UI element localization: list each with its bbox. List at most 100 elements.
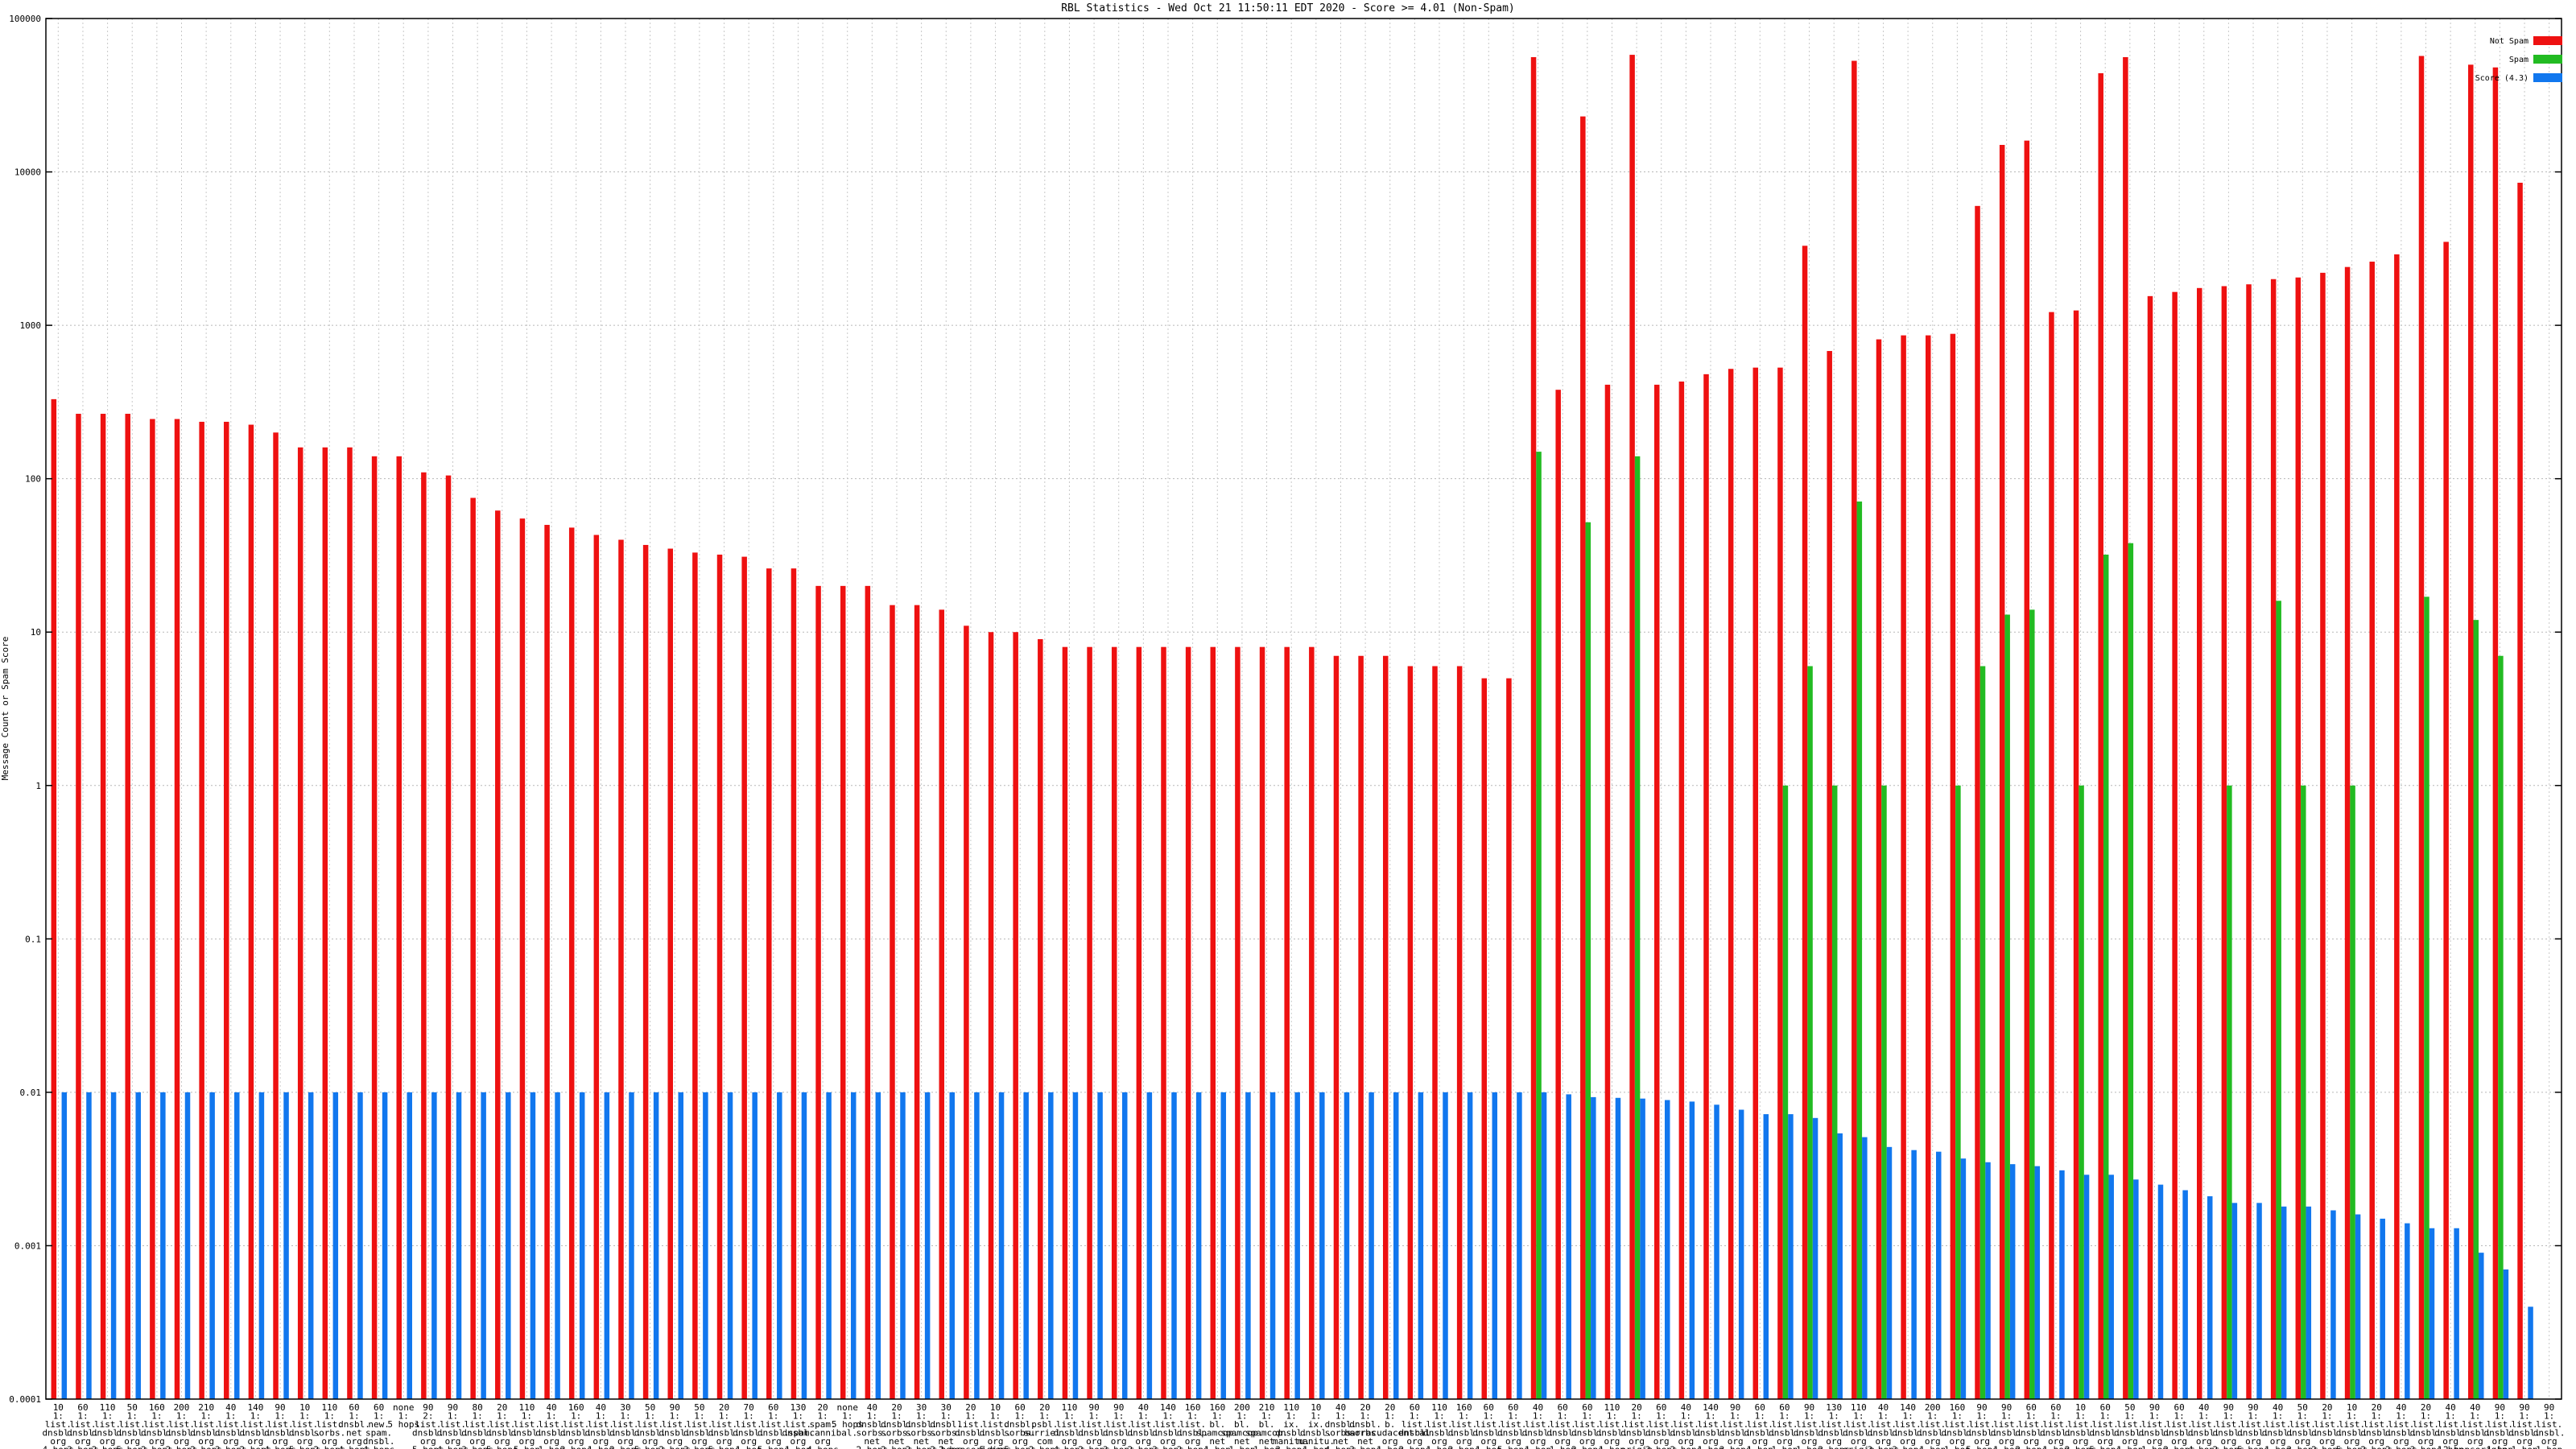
x-tick-label: 90 — [448, 1402, 458, 1413]
x-tick-label: 3 hops — [1275, 1445, 1307, 1449]
score-bar — [850, 1092, 857, 1399]
score-bar — [1640, 1098, 1645, 1399]
x-tick-label: org — [223, 1436, 239, 1447]
x-tick-label: manitu. — [1298, 1436, 1335, 1447]
score-bar — [1121, 1092, 1128, 1399]
x-tick-label: org — [2196, 1436, 2212, 1447]
x-tick-label: 3 hops — [1892, 1445, 1924, 1449]
x-tick-label: 1 hop — [736, 1445, 762, 1449]
notspam-bar — [1111, 646, 1117, 1399]
score-bar — [1294, 1092, 1300, 1399]
notspam-bar — [470, 497, 476, 1400]
x-tick-label: list. — [612, 1419, 638, 1430]
x-tick-label: org — [568, 1436, 584, 1447]
x-tick-label: 2 hops — [2385, 1445, 2417, 1449]
x-tick-label: 2 hopsorigin — [2443, 1445, 2507, 1449]
score-bar — [604, 1092, 610, 1399]
x-tick-label: org — [2516, 1436, 2533, 1447]
x-tick-label: 4 hops — [264, 1445, 296, 1449]
x-tick-label: 40 — [1681, 1402, 1691, 1413]
x-tick-label: 20 — [497, 1402, 507, 1413]
x-tick-label: 2 hops — [856, 1445, 888, 1449]
notspam-bar — [125, 414, 130, 1399]
x-tick-label: list. — [415, 1419, 441, 1430]
score-bar — [777, 1092, 782, 1399]
x-tick-label: org — [1678, 1436, 1694, 1447]
x-tick-label: 1 hop — [1228, 1445, 1255, 1449]
spam-bar — [1536, 452, 1542, 1399]
spam-bar — [2103, 554, 2109, 1399]
score-bar — [2108, 1174, 2114, 1399]
x-tick-label: 1: — [2174, 1411, 2184, 1422]
x-tick-label: list. — [45, 1419, 72, 1430]
x-tick-label: 160 — [1209, 1402, 1225, 1413]
x-tick-label: dnsbl. — [116, 1428, 148, 1439]
x-tick-label: 2 hops — [1078, 1445, 1110, 1449]
x-tick-label: list. — [1895, 1419, 1922, 1430]
x-tick-label: 40 — [1533, 1402, 1543, 1413]
x-tick-label: sorbs. — [1349, 1428, 1381, 1439]
x-tick-label: 2 hops — [2163, 1445, 2195, 1449]
x-tick-label: 60 — [1015, 1402, 1026, 1413]
notspam-bar — [396, 456, 402, 1399]
x-tick-label: 1: — [1088, 1411, 1099, 1422]
spam-bar — [1979, 666, 1986, 1399]
x-tick-label: list. — [316, 1419, 343, 1430]
x-tick-label: list. — [2363, 1419, 2390, 1430]
x-tick-label: list. — [785, 1419, 811, 1430]
score-bar — [1023, 1092, 1029, 1399]
x-tick-label: list. — [2339, 1419, 2365, 1430]
score-bar — [1048, 1092, 1054, 1399]
legend-swatch — [2533, 36, 2562, 45]
x-tick-label: org — [174, 1436, 190, 1447]
score-bar — [2281, 1206, 2287, 1399]
x-tick-label: sorbs. — [906, 1428, 938, 1439]
x-tick-label: org — [1456, 1436, 1472, 1447]
x-tick-label: 5 hops — [387, 1419, 419, 1430]
x-tick-label: 4 hops — [363, 1445, 395, 1449]
notspam-bar — [273, 432, 279, 1399]
x-tick-label: 1 hop — [588, 1445, 614, 1449]
x-tick-label: 1: — [1360, 1411, 1370, 1422]
x-tick-label: dnsbl. — [2286, 1428, 2318, 1439]
x-tick-label: 20 — [1385, 1402, 1395, 1413]
x-tick-label: 20 — [2372, 1402, 2382, 1413]
x-tick-label: list. — [291, 1419, 318, 1430]
notspam-bar — [1235, 646, 1241, 1399]
x-tick-label: list. — [2042, 1419, 2069, 1430]
x-tick-label: org — [1086, 1436, 1102, 1447]
x-tick-label: list. — [1081, 1419, 1108, 1430]
x-tick-label: 200 — [1925, 1402, 1941, 1413]
x-tick-label: 140 — [1160, 1402, 1176, 1413]
notspam-bar — [2098, 72, 2103, 1400]
x-tick-label: 5 hops — [2237, 1445, 2269, 1449]
x-tick-label: list. — [1476, 1419, 1502, 1430]
notspam-bar — [1950, 333, 1956, 1400]
notspam-bar — [1629, 55, 1635, 1400]
x-tick-label: list. — [94, 1419, 121, 1430]
x-tick-label: 3 hops — [1152, 1445, 1184, 1449]
x-tick-label: 1: — [793, 1411, 803, 1422]
x-tick-label: spamcop. — [1220, 1428, 1263, 1439]
x-tick-label: dnsbl. — [1769, 1428, 1801, 1439]
x-tick-label: dnsbl. — [1620, 1428, 1653, 1439]
score-bar — [2182, 1190, 2188, 1399]
x-tick-label: dnsbl. — [1398, 1428, 1430, 1439]
x-tick-label: net — [346, 1428, 362, 1439]
x-tick-label: 5 hops — [412, 1445, 444, 1449]
x-tick-label: 2 hops — [1670, 1445, 1703, 1449]
x-tick-label: 1 hop — [2264, 1445, 2291, 1449]
x-tick-label: 1: — [1015, 1411, 1026, 1422]
x-tick-label: 1: — [941, 1411, 952, 1422]
score-bar — [801, 1092, 807, 1399]
x-tick-label: 60 — [1558, 1402, 1568, 1413]
x-tick-label: 90 — [275, 1402, 285, 1413]
x-tick-label: org — [2073, 1436, 2089, 1447]
score-bar — [826, 1092, 832, 1399]
x-tick-label: dnsbl. — [2410, 1428, 2442, 1439]
x-tick-label: list. — [242, 1419, 269, 1430]
x-tick-label: 1: — [2100, 1411, 2111, 1422]
x-tick-label: list. — [2141, 1419, 2168, 1430]
x-tick-label: 40 — [596, 1402, 606, 1413]
x-tick-label: 1 hop — [1599, 1445, 1625, 1449]
